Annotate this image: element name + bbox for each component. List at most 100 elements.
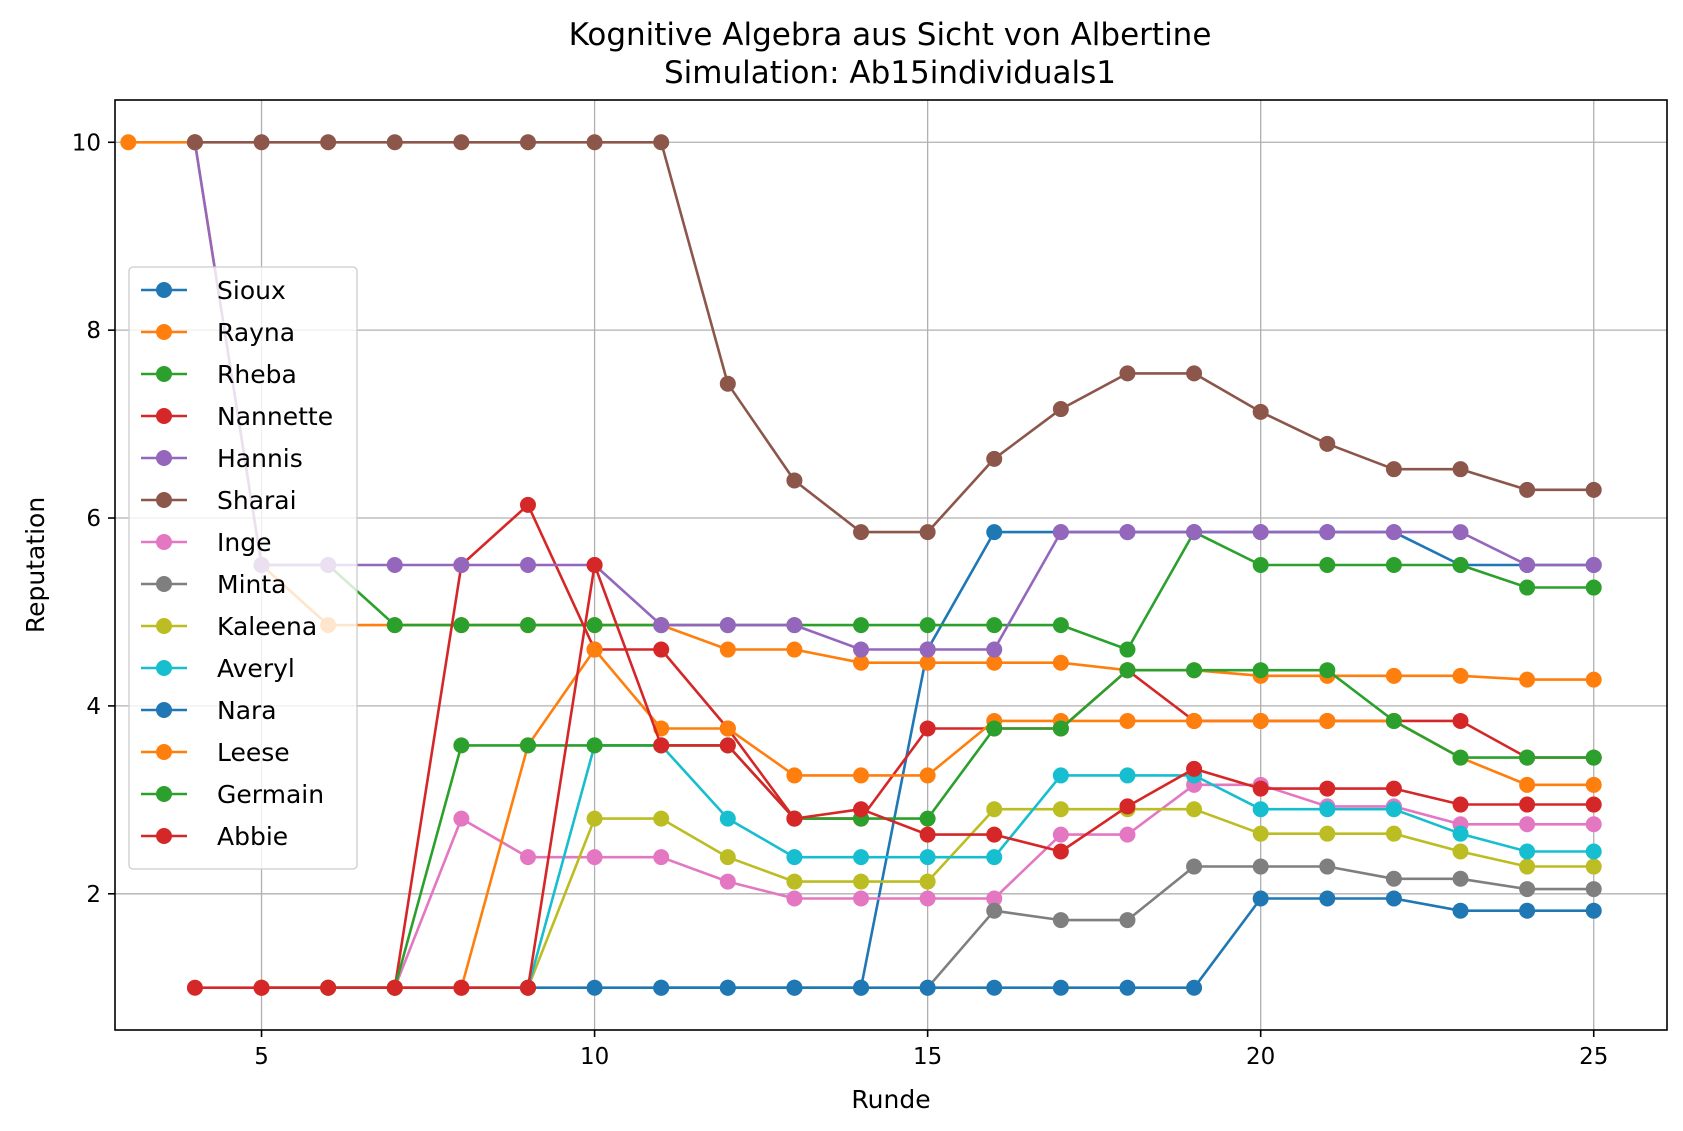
- data-point: [1319, 524, 1336, 541]
- series-hannis: [186, 134, 1602, 658]
- data-point: [1585, 671, 1602, 688]
- legend: Sioux Rayna Rheba Nannette Hannis Sharai Inge M…: [128, 266, 358, 870]
- data-point: [1119, 712, 1136, 729]
- y-axis-label: Reputation: [21, 497, 50, 633]
- legend-marker: [156, 702, 172, 718]
- data-point: [1319, 780, 1336, 797]
- data-point: [786, 849, 803, 866]
- data-point: [386, 134, 403, 151]
- data-point: [519, 557, 536, 573]
- data-point: [986, 979, 1003, 996]
- series-line: [194, 563, 1594, 990]
- data-point: [1452, 667, 1469, 684]
- series-germain: [320, 662, 1602, 996]
- legend-item: Sharai: [141, 486, 297, 515]
- data-point: [1319, 557, 1336, 573]
- data-point: [1252, 801, 1269, 818]
- data-point: [386, 979, 403, 996]
- data-point: [586, 737, 603, 754]
- series-layer: [120, 134, 1602, 996]
- data-point: [386, 557, 403, 573]
- tick-layer: 5 10 15 20 25 2 4 6 8 10: [72, 130, 1609, 1070]
- legend-item: Nannette: [141, 402, 333, 431]
- series-line: [193, 142, 1594, 651]
- data-point: [853, 767, 870, 784]
- data-point: [1452, 843, 1469, 860]
- legend-item: Averyl: [141, 654, 295, 683]
- legend-label: Rheba: [217, 360, 297, 389]
- data-point: [1052, 617, 1069, 634]
- data-point: [853, 979, 870, 996]
- legend-label: Averyl: [217, 654, 295, 683]
- data-point: [786, 472, 803, 489]
- data-point: [919, 890, 936, 907]
- data-point: [919, 524, 936, 541]
- data-point: [120, 134, 137, 151]
- legend-label: Sharai: [217, 486, 297, 515]
- series-abbie: [186, 557, 1602, 996]
- data-point: [1052, 767, 1069, 784]
- data-point: [919, 654, 936, 671]
- data-point: [1052, 801, 1069, 818]
- data-point: [1252, 557, 1269, 573]
- data-point: [853, 849, 870, 866]
- y-tick-label: 10: [72, 130, 101, 156]
- data-point: [1252, 825, 1269, 842]
- data-point: [1252, 662, 1269, 679]
- data-point: [1585, 481, 1602, 498]
- y-tick-label: 2: [86, 882, 101, 908]
- data-point: [719, 810, 736, 827]
- data-point: [1119, 826, 1136, 843]
- data-point: [1519, 579, 1536, 596]
- legend-label: Leese: [217, 738, 290, 767]
- data-point: [1052, 912, 1069, 929]
- x-tick-label: 5: [254, 1044, 269, 1070]
- data-point: [719, 641, 736, 658]
- legend-label: Germain: [217, 780, 324, 809]
- data-point: [453, 737, 470, 754]
- data-point: [1186, 365, 1203, 382]
- data-point: [1319, 662, 1336, 679]
- legend-marker: [156, 282, 172, 298]
- data-point: [320, 979, 337, 996]
- data-point: [1585, 902, 1602, 919]
- data-point: [853, 641, 870, 658]
- data-point: [1452, 524, 1469, 541]
- data-point: [653, 810, 670, 827]
- data-point: [1585, 776, 1602, 793]
- data-point: [1252, 890, 1269, 907]
- legend-item: Germain: [141, 780, 324, 809]
- data-point: [853, 890, 870, 907]
- legend-item: Sioux: [141, 276, 286, 305]
- data-point: [1186, 712, 1203, 729]
- legend-label: Rayna: [217, 318, 295, 347]
- data-point: [919, 979, 936, 996]
- data-point: [453, 557, 470, 573]
- data-point: [1319, 712, 1336, 729]
- legend-item: Nara: [141, 696, 277, 725]
- data-point: [1319, 890, 1336, 907]
- data-point: [853, 801, 870, 818]
- data-point: [1119, 641, 1136, 658]
- data-point: [1585, 881, 1602, 898]
- data-point: [1452, 557, 1469, 573]
- data-point: [1452, 902, 1469, 919]
- data-point: [586, 849, 603, 866]
- data-point: [719, 873, 736, 890]
- data-point: [853, 617, 870, 634]
- data-point: [919, 720, 936, 737]
- data-point: [786, 979, 803, 996]
- data-point: [919, 641, 936, 658]
- data-point: [853, 524, 870, 541]
- data-point: [453, 979, 470, 996]
- data-point: [519, 737, 536, 754]
- legend-item: Inge: [141, 528, 271, 557]
- data-point: [1452, 825, 1469, 842]
- data-point: [1519, 776, 1536, 793]
- data-point: [786, 617, 803, 634]
- data-point: [1052, 654, 1069, 671]
- data-point: [1252, 712, 1269, 729]
- data-point: [1385, 557, 1402, 573]
- data-point: [1119, 912, 1136, 929]
